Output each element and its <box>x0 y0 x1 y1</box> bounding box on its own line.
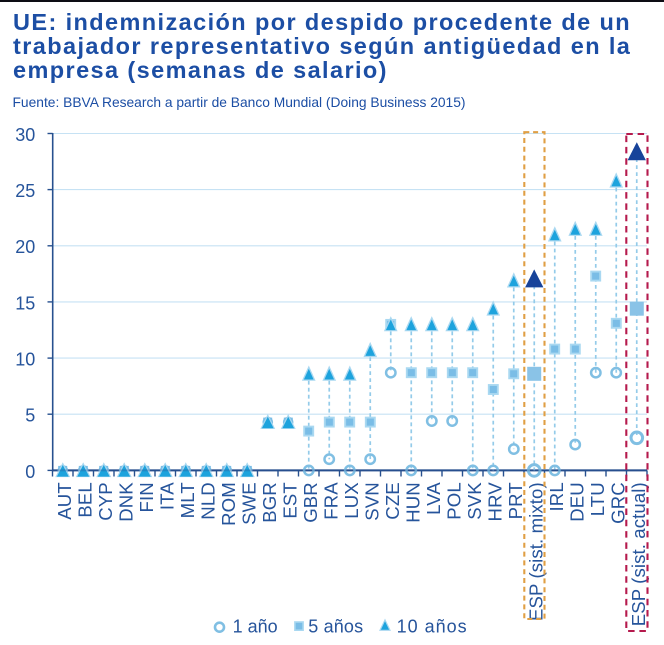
svg-text:FRA: FRA <box>320 482 341 520</box>
svg-text:CZE: CZE <box>382 482 403 520</box>
svg-text:ITA: ITA <box>156 482 177 510</box>
svg-text:1 año: 1 año <box>233 616 278 636</box>
svg-text:AUT: AUT <box>54 482 75 520</box>
svg-text:LVA: LVA <box>423 482 444 515</box>
svg-text:5 años: 5 años <box>308 616 363 636</box>
svg-text:SWE: SWE <box>238 482 259 525</box>
svg-text:DNK: DNK <box>115 482 136 522</box>
svg-text:LTU: LTU <box>587 482 608 516</box>
svg-text:CYP: CYP <box>95 482 116 521</box>
svg-text:MLT: MLT <box>177 482 198 518</box>
svg-text:30: 30 <box>15 125 35 145</box>
svg-text:FIN: FIN <box>136 482 157 512</box>
svg-text:PRT: PRT <box>505 482 526 519</box>
svg-text:5: 5 <box>25 406 35 426</box>
svg-text:HRV: HRV <box>484 482 505 522</box>
svg-text:SVN: SVN <box>361 482 382 521</box>
svg-text:10 años: 10 años <box>397 616 468 636</box>
svg-text:HUN: HUN <box>402 482 423 523</box>
svg-text:BEL: BEL <box>74 482 95 517</box>
svg-text:GRC: GRC <box>607 482 628 524</box>
svg-text:10: 10 <box>15 350 35 370</box>
svg-text:IRL: IRL <box>546 482 567 511</box>
svg-text:ESP (sist. actual): ESP (sist. actual) <box>628 482 649 626</box>
svg-text:0: 0 <box>25 462 35 482</box>
svg-text:DEU: DEU <box>566 482 587 522</box>
svg-text:ROM: ROM <box>218 482 239 526</box>
svg-text:LUX: LUX <box>341 482 362 519</box>
svg-text:25: 25 <box>15 181 35 201</box>
svg-text:15: 15 <box>15 293 35 313</box>
svg-text:BGR: BGR <box>259 482 280 523</box>
svg-text:ESP (sist. mixto): ESP (sist. mixto) <box>525 482 546 621</box>
svg-text:SVK: SVK <box>464 482 485 520</box>
svg-text:POL: POL <box>443 482 464 520</box>
svg-text:GBR: GBR <box>300 482 321 523</box>
svg-text:20: 20 <box>15 237 35 257</box>
svg-text:NLD: NLD <box>197 482 218 520</box>
svg-text:EST: EST <box>279 482 300 518</box>
